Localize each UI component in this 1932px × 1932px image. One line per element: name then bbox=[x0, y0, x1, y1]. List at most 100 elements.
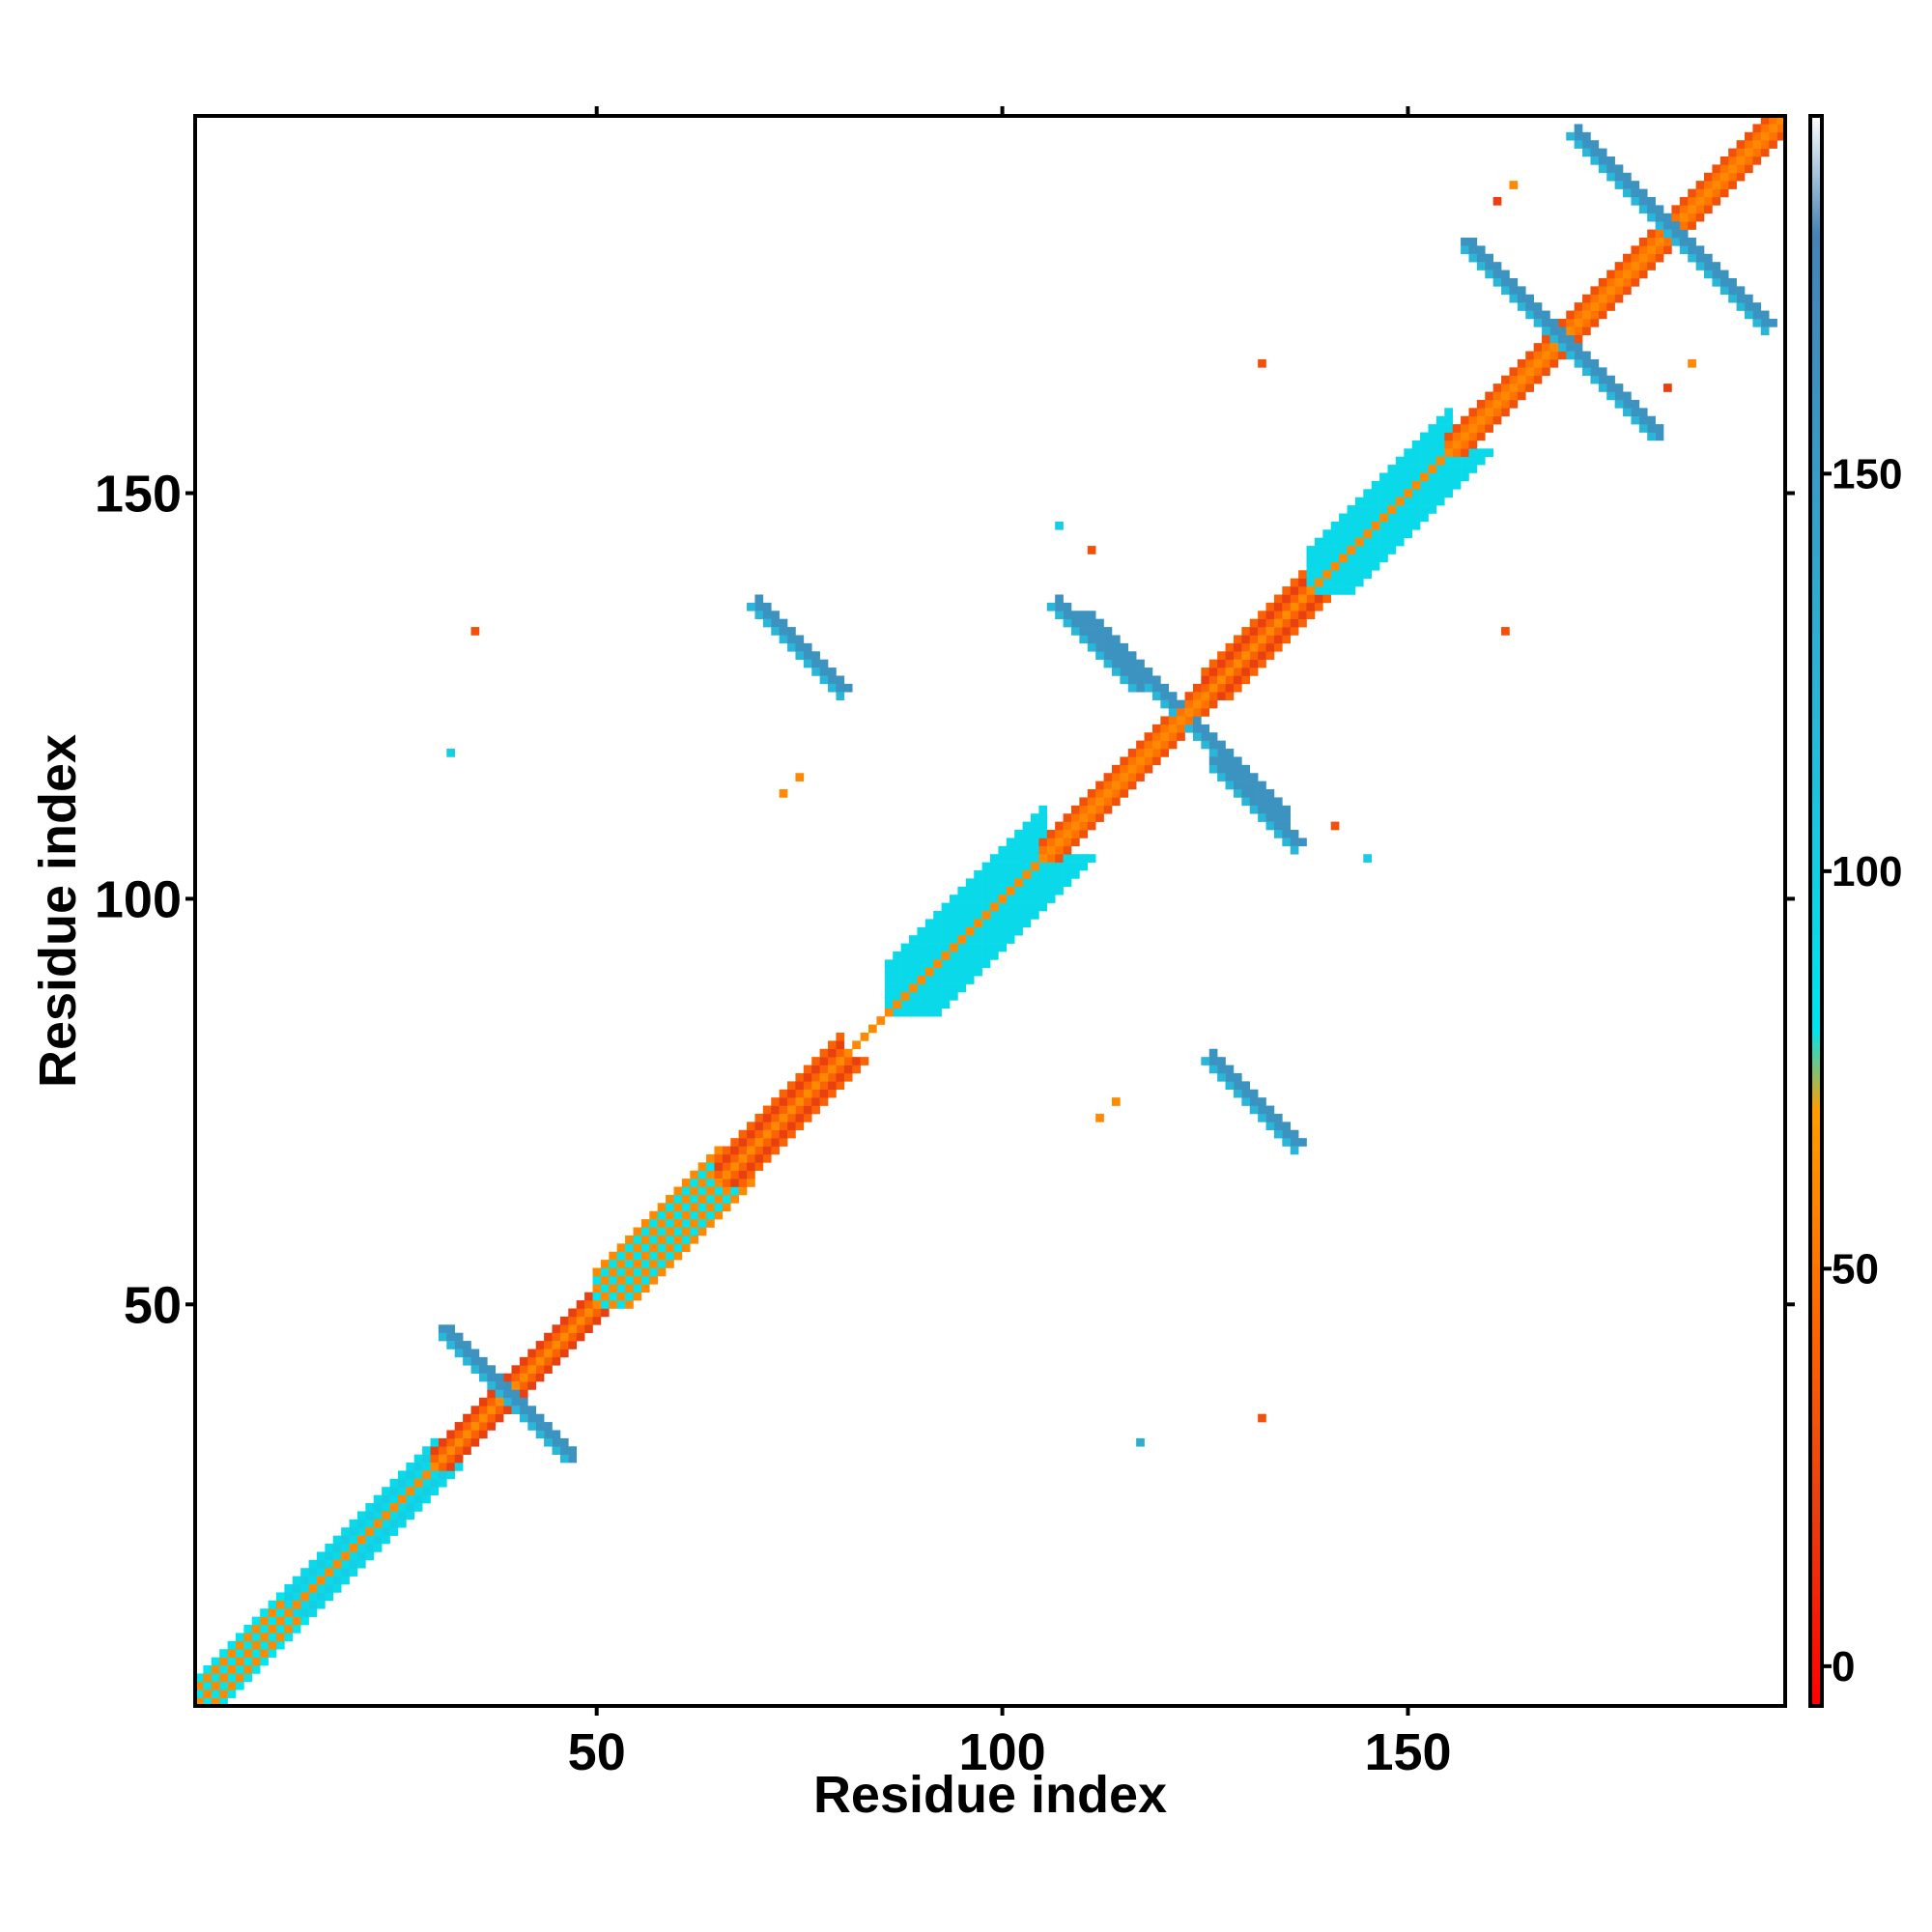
heatmap-cell bbox=[1273, 805, 1283, 814]
heatmap-cell bbox=[1354, 513, 1364, 523]
heatmap-cell bbox=[1598, 277, 1607, 287]
heatmap-cell bbox=[268, 1649, 277, 1658]
heatmap-cell bbox=[1614, 391, 1624, 401]
heatmap-cell bbox=[1014, 830, 1023, 838]
heatmap-cell bbox=[941, 1000, 951, 1009]
heatmap-cell bbox=[843, 1065, 853, 1074]
heatmap-cell bbox=[666, 1235, 674, 1244]
heatmap-cell bbox=[1476, 245, 1486, 255]
heatmap-cell bbox=[1249, 668, 1259, 676]
heatmap-cell bbox=[1379, 546, 1388, 554]
heatmap-cell bbox=[1461, 432, 1469, 441]
heatmap-cell bbox=[1461, 465, 1469, 473]
heatmap-cell bbox=[697, 1210, 707, 1220]
heatmap-cell bbox=[1217, 692, 1226, 700]
heatmap-cell bbox=[811, 1097, 820, 1106]
heatmap-cell bbox=[1525, 310, 1534, 320]
heatmap-cell bbox=[714, 1203, 724, 1212]
heatmap-cell bbox=[1428, 432, 1437, 441]
heatmap-cell bbox=[1590, 148, 1600, 157]
heatmap-cell bbox=[1428, 448, 1437, 458]
heatmap-cell bbox=[762, 1113, 772, 1122]
heatmap-cell bbox=[1298, 586, 1307, 595]
heatmap-cell bbox=[633, 1292, 642, 1301]
heatmap-cell bbox=[1217, 659, 1226, 668]
heatmap-cell bbox=[1728, 148, 1737, 157]
heatmap-cell bbox=[1225, 642, 1235, 652]
heatmap-cell bbox=[1582, 351, 1591, 360]
heatmap-cell bbox=[1371, 561, 1380, 571]
heatmap-cell bbox=[1476, 415, 1486, 425]
heatmap-cell bbox=[924, 1008, 934, 1017]
heatmap-cell bbox=[592, 1316, 602, 1325]
heatmap-cell bbox=[446, 1324, 456, 1333]
heatmap-cell bbox=[1087, 797, 1096, 807]
heatmap-cell bbox=[1225, 659, 1235, 668]
heatmap-cell bbox=[1582, 367, 1591, 377]
heatmap-cell bbox=[389, 1511, 399, 1520]
heatmap-cell bbox=[1038, 902, 1048, 912]
heatmap-cell bbox=[1663, 237, 1672, 246]
heatmap-cell bbox=[260, 1625, 269, 1634]
heatmap-cell bbox=[981, 870, 991, 879]
heatmap-cell bbox=[1136, 756, 1145, 766]
heatmap-cell bbox=[1347, 578, 1356, 587]
heatmap-cell bbox=[836, 1057, 845, 1065]
heatmap-cell bbox=[1103, 773, 1113, 781]
heatmap-cell bbox=[1435, 415, 1445, 425]
heatmap-cell bbox=[487, 1389, 497, 1399]
heatmap-cell bbox=[1120, 781, 1129, 790]
heatmap-cell bbox=[1542, 358, 1550, 368]
heatmap-cell bbox=[300, 1616, 309, 1626]
heatmap-cell bbox=[1517, 302, 1526, 311]
heatmap-cell bbox=[1719, 270, 1729, 279]
heatmap-cell bbox=[1598, 367, 1607, 377]
heatmap-cell bbox=[609, 1284, 617, 1293]
heatmap-cell bbox=[1688, 253, 1696, 263]
heatmap-cell bbox=[933, 991, 942, 1001]
heatmap-cell bbox=[1290, 602, 1299, 611]
heatmap-cell bbox=[1298, 618, 1307, 628]
heatmap-cell bbox=[1192, 708, 1202, 717]
heatmap-cell bbox=[828, 1081, 837, 1091]
heatmap-cell bbox=[292, 1616, 301, 1626]
heatmap-cell bbox=[1225, 692, 1235, 700]
heatmap-cell bbox=[1379, 513, 1388, 523]
heatmap-cell bbox=[1420, 448, 1429, 458]
heatmap-cell bbox=[365, 1503, 375, 1512]
heatmap-cell bbox=[211, 1681, 220, 1690]
heatmap-cell bbox=[1590, 358, 1600, 368]
heatmap-cell bbox=[981, 943, 991, 952]
heatmap-cell bbox=[1225, 668, 1235, 676]
heatmap-cell bbox=[779, 1122, 788, 1131]
heatmap-cell bbox=[503, 1373, 512, 1382]
heatmap-cell bbox=[1688, 196, 1696, 206]
heatmap-cell bbox=[998, 845, 1008, 855]
heatmap-cell bbox=[227, 1665, 237, 1674]
heatmap-cell bbox=[1760, 148, 1770, 157]
heatmap-cell bbox=[1719, 286, 1729, 296]
heatmap-cell bbox=[616, 1243, 626, 1253]
heatmap-cell bbox=[950, 902, 958, 912]
heatmap-cell bbox=[1241, 1097, 1251, 1106]
heatmap-cell bbox=[1492, 262, 1502, 270]
heatmap-cell bbox=[1144, 675, 1153, 685]
heatmap-cell bbox=[657, 1267, 667, 1277]
heatmap-cell bbox=[1509, 367, 1519, 377]
heatmap-cell bbox=[690, 1194, 698, 1204]
heatmap-cell bbox=[950, 951, 958, 960]
heatmap-cell bbox=[1282, 635, 1292, 644]
heatmap-cell bbox=[1623, 399, 1632, 409]
heatmap-cell bbox=[308, 1576, 318, 1585]
heatmap-cell bbox=[308, 1608, 318, 1617]
heatmap-cell bbox=[1404, 497, 1412, 506]
heatmap-cell bbox=[1217, 1057, 1226, 1065]
heatmap-cell bbox=[754, 1162, 764, 1172]
heatmap-cell bbox=[1574, 140, 1583, 149]
heatmap-cell bbox=[974, 878, 982, 888]
heatmap-cell bbox=[1298, 1138, 1307, 1147]
heatmap-cell bbox=[1623, 277, 1632, 287]
heatmap-cell bbox=[1136, 773, 1145, 781]
heatmap-cell bbox=[1371, 489, 1380, 498]
heatmap-cell bbox=[1111, 789, 1121, 798]
